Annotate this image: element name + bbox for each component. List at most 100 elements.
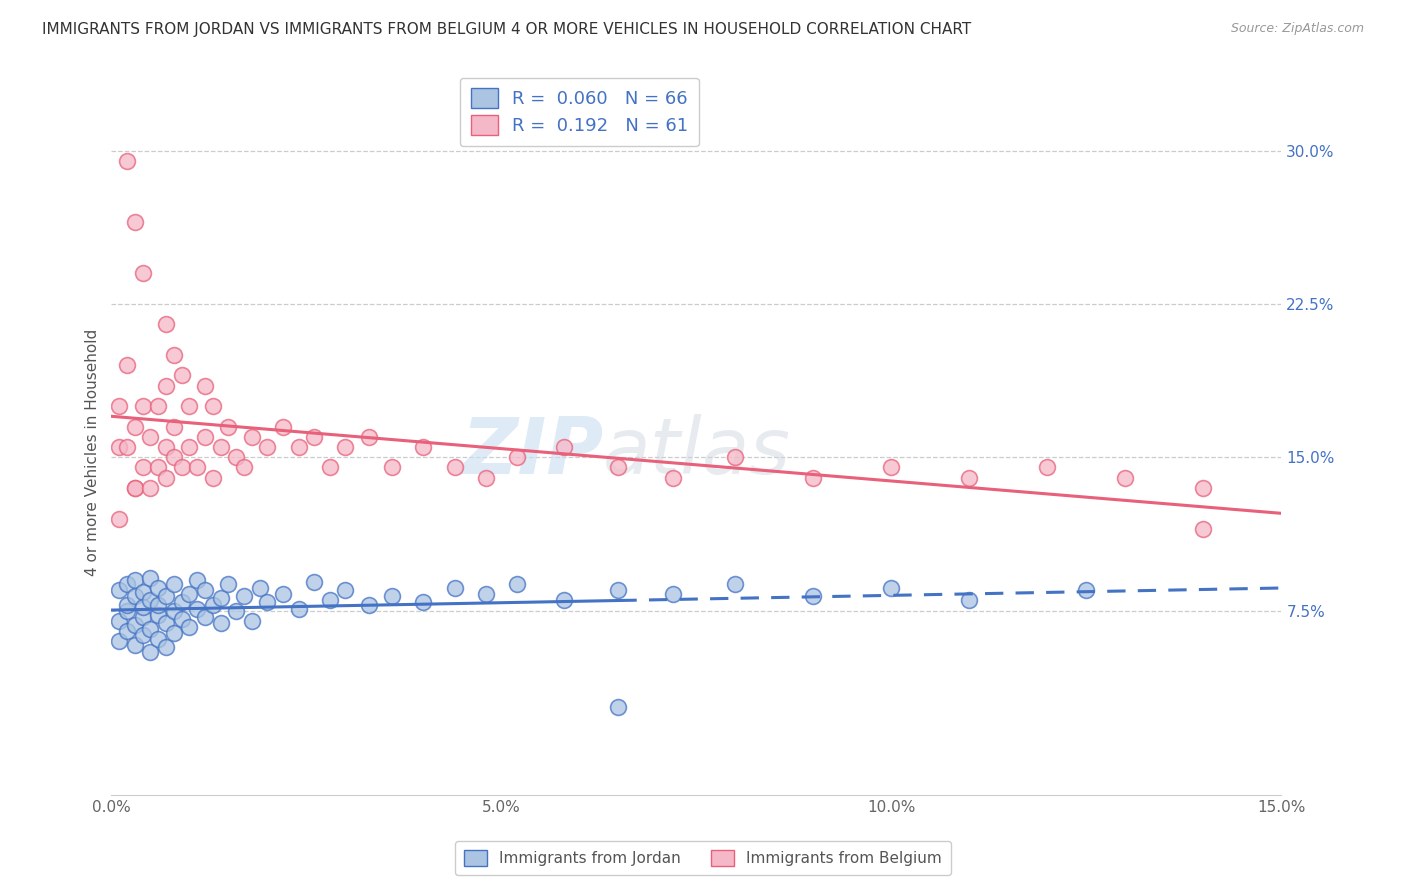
Point (148, 581, 170, 595)
Point (302, 430, 325, 444)
Point (186, 573, 208, 587)
Point (287, 601, 309, 615)
Point (115, 358, 138, 372)
Point (124, 590, 146, 604)
Point (179, 399, 201, 413)
Text: Source: ZipAtlas.com: Source: ZipAtlas.com (1230, 22, 1364, 36)
Point (139, 430, 162, 444)
Point (108, 399, 131, 413)
Point (217, 577, 239, 591)
Y-axis label: 4 or more Vehicles in Household: 4 or more Vehicles in Household (86, 328, 100, 575)
Point (201, 598, 224, 612)
Point (108, 583, 131, 598)
Point (506, 450, 529, 465)
Point (131, 460, 153, 475)
Point (155, 378, 177, 392)
Point (108, 614, 131, 628)
Point (506, 577, 529, 591)
Text: ZIP: ZIP (461, 414, 603, 491)
Point (148, 632, 170, 647)
Point (271, 587, 294, 601)
Point (412, 595, 434, 609)
Point (115, 598, 138, 612)
Point (124, 419, 146, 434)
Point (139, 593, 162, 607)
Point (155, 471, 177, 485)
Point (139, 622, 162, 636)
Point (131, 266, 153, 280)
Point (170, 595, 193, 609)
Point (139, 644, 162, 658)
Point (1114, 471, 1136, 485)
Point (256, 440, 278, 454)
Point (163, 626, 186, 640)
Point (163, 577, 186, 591)
Point (256, 595, 278, 609)
Point (124, 639, 146, 653)
Point (412, 440, 434, 454)
Point (148, 598, 170, 612)
Point (170, 460, 193, 475)
Point (139, 481, 162, 495)
Point (880, 460, 903, 475)
Point (186, 601, 208, 615)
Point (148, 399, 170, 413)
Point (124, 573, 146, 587)
Point (724, 450, 747, 465)
Point (249, 581, 271, 595)
Point (607, 699, 630, 714)
Point (115, 440, 138, 454)
Point (957, 593, 980, 607)
Point (662, 471, 685, 485)
Point (475, 471, 498, 485)
Point (163, 450, 186, 465)
Point (170, 612, 193, 626)
Point (271, 419, 294, 434)
Point (803, 471, 825, 485)
Point (357, 430, 380, 444)
Point (179, 440, 201, 454)
Point (115, 577, 138, 591)
Point (131, 628, 153, 642)
Point (194, 378, 217, 392)
Point (124, 618, 146, 632)
Point (553, 593, 575, 607)
Point (233, 460, 256, 475)
Point (381, 460, 404, 475)
Point (957, 471, 980, 485)
Point (225, 604, 247, 618)
Point (357, 598, 380, 612)
Point (209, 615, 232, 630)
Point (170, 368, 193, 383)
Point (131, 599, 153, 614)
Point (115, 604, 138, 618)
Point (131, 585, 153, 599)
Point (803, 590, 825, 604)
Point (319, 593, 342, 607)
Point (131, 399, 153, 413)
Point (155, 440, 177, 454)
Point (163, 604, 186, 618)
Legend: Immigrants from Jordan, Immigrants from Belgium: Immigrants from Jordan, Immigrants from … (454, 841, 952, 875)
Point (209, 591, 232, 606)
Point (443, 460, 465, 475)
Point (209, 440, 232, 454)
Point (155, 640, 177, 655)
Point (179, 620, 201, 634)
Point (201, 471, 224, 485)
Point (1076, 583, 1098, 598)
Point (724, 577, 747, 591)
Point (240, 614, 263, 628)
Point (553, 440, 575, 454)
Text: atlas: atlas (603, 414, 790, 491)
Point (302, 574, 325, 589)
Point (217, 419, 239, 434)
Point (319, 460, 342, 475)
Point (148, 607, 170, 622)
Point (662, 587, 685, 601)
Point (194, 609, 217, 624)
Point (155, 318, 177, 332)
Point (155, 615, 177, 630)
Point (381, 590, 404, 604)
Point (108, 634, 131, 648)
